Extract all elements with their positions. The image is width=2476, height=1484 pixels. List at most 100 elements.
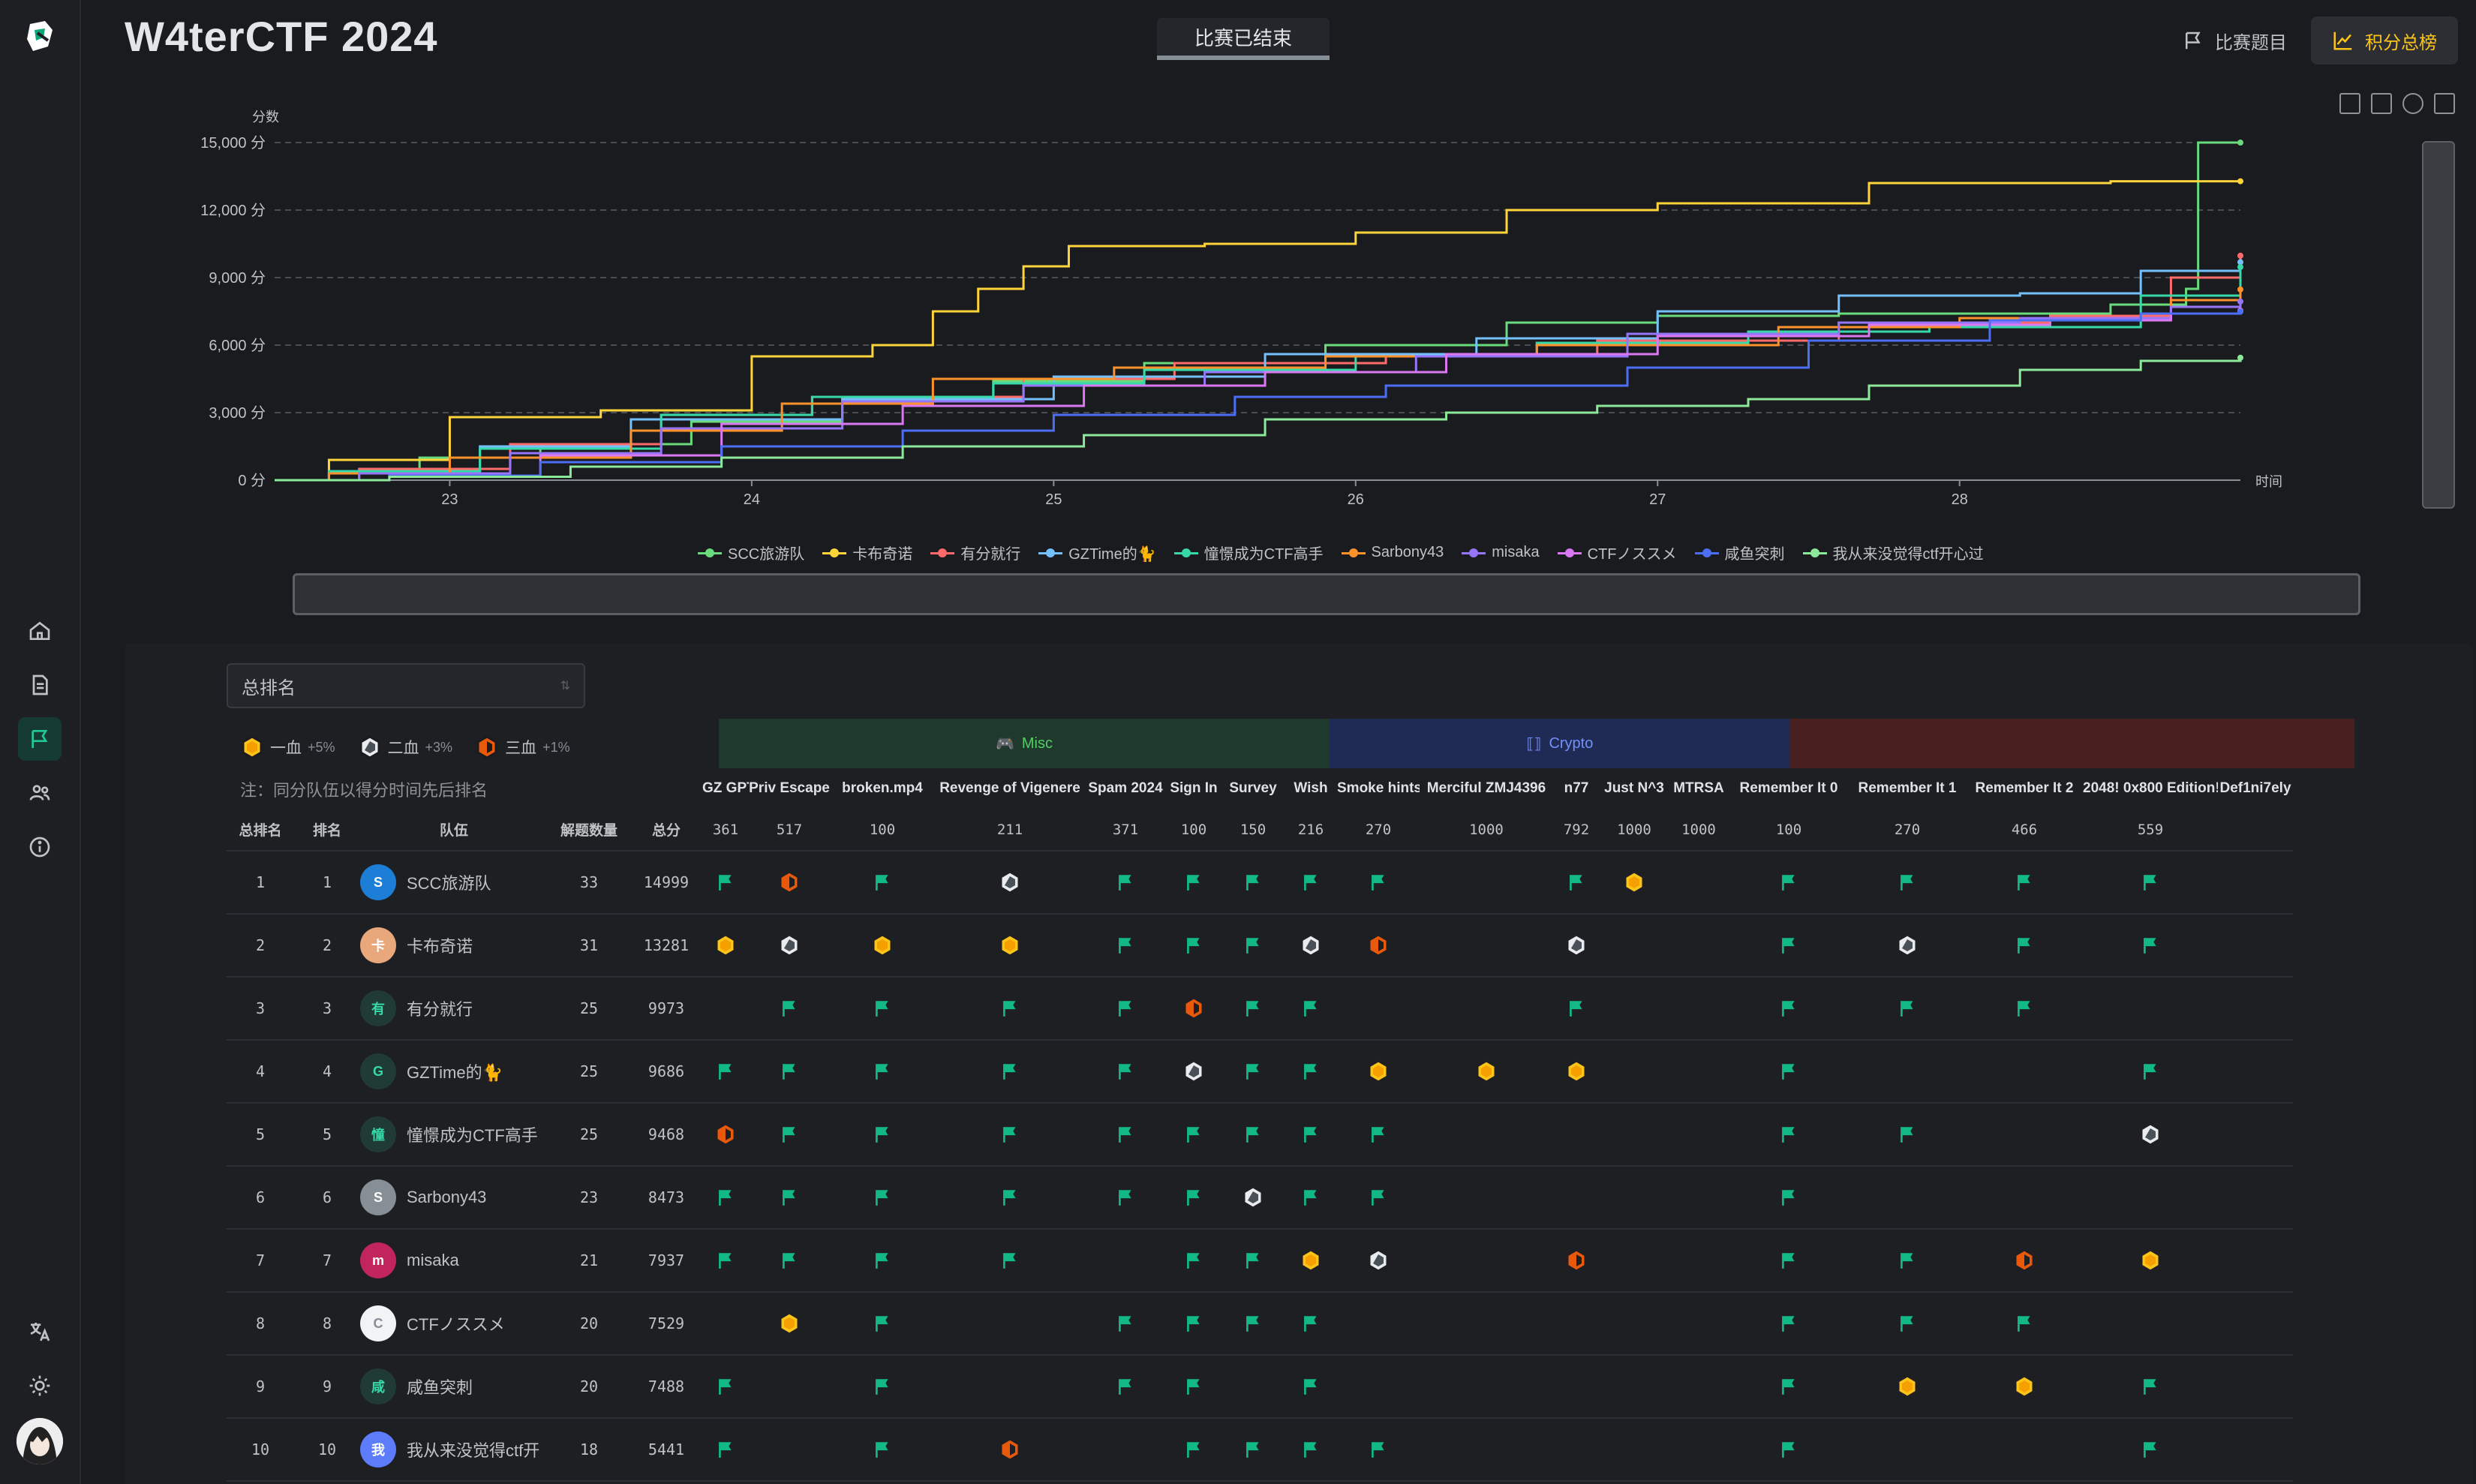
legend-item[interactable]: Sarbony43 xyxy=(1341,542,1444,563)
challenge-name[interactable]: Remember It 0 xyxy=(1739,780,1838,796)
language-icon[interactable] xyxy=(18,1310,62,1353)
first-blood-icon xyxy=(2140,1248,2161,1272)
download-icon[interactable] xyxy=(2434,93,2455,114)
solved-flag-icon xyxy=(1246,1064,1259,1080)
team-cell[interactable]: C CTFノススメ xyxy=(360,1292,548,1356)
home-icon[interactable] xyxy=(18,609,62,653)
solved-flag-icon xyxy=(2144,938,2156,954)
challenge-name[interactable]: Revenge of Vigenere xyxy=(939,780,1080,796)
restore-icon[interactable] xyxy=(2402,93,2423,114)
team-cell[interactable]: 卡卡布奇诺 xyxy=(360,914,548,978)
challenge-cell xyxy=(2083,851,2218,915)
legend-item[interactable]: misaka xyxy=(1462,542,1540,563)
solved-flag-icon xyxy=(719,1064,732,1080)
challenge-score: 100 xyxy=(1729,809,1849,852)
y-tick-label: 9,000 分 xyxy=(209,269,266,287)
team-cell[interactable]: 咸咸鱼突刺 xyxy=(360,1355,548,1419)
team-cell[interactable]: 憧憧憬成为CTF高手 xyxy=(360,1103,548,1167)
legend-item[interactable]: 有分就行 xyxy=(930,542,1020,563)
series-line xyxy=(275,311,2242,482)
game-status-tab[interactable]: 比赛已结束 xyxy=(1157,18,1330,60)
legend-item[interactable]: 憧憬成为CTF高手 xyxy=(1173,542,1324,563)
challenge-name[interactable]: 2048! 0x800 Edition! xyxy=(2083,780,2218,796)
challenge-name[interactable]: Survey xyxy=(1229,780,1277,796)
solved-flag-icon xyxy=(783,1190,795,1206)
challenge-name[interactable]: Spam 2024 xyxy=(1088,780,1163,796)
challenge-cell xyxy=(1285,1166,1337,1230)
notice-icon[interactable] xyxy=(18,663,62,707)
solved-flag-icon xyxy=(1372,1190,1384,1206)
solved-flag-icon xyxy=(1304,1442,1317,1458)
legend-item[interactable]: 卡布奇诺 xyxy=(822,542,912,563)
team-cell[interactable]: G GZTime的🐈 xyxy=(360,1040,548,1104)
rank-division-select[interactable]: 总排名 ⇅ xyxy=(227,663,585,708)
legend-item[interactable]: GZTime的🐈 xyxy=(1038,542,1156,563)
solved-flag-icon xyxy=(1901,1316,1913,1332)
legend-item[interactable]: 咸鱼突刺 xyxy=(1694,542,1785,563)
challenge-cell xyxy=(1600,1292,1669,1356)
challenge-name[interactable]: Def1ni7ely xyxy=(2219,780,2291,796)
challenge-cell xyxy=(1669,1355,1729,1419)
theme-icon[interactable] xyxy=(18,1364,62,1407)
challenge-score: 1000 xyxy=(1600,809,1669,852)
solved-flag-icon xyxy=(1304,1127,1317,1143)
legend-label: 咸鱼突刺 xyxy=(1724,546,1785,563)
legend-item[interactable]: CTFノススメ xyxy=(1557,542,1677,563)
team-cell-inner: G GZTime的🐈 xyxy=(360,1053,548,1089)
legend-label: 憧憬成为CTF高手 xyxy=(1203,546,1324,563)
challenge-cell xyxy=(1729,851,1849,915)
challenges-button[interactable]: 比赛题目 xyxy=(2161,17,2308,65)
challenge-cell xyxy=(1285,1355,1337,1419)
challenge-cell xyxy=(1085,1418,1166,1482)
challenge-name[interactable]: broken.mp4 xyxy=(842,780,923,796)
user-avatar[interactable] xyxy=(17,1418,63,1464)
challenge-name[interactable]: Priv Escape xyxy=(749,780,830,796)
challenge-name[interactable]: Merciful ZMJ4396 xyxy=(1426,780,1546,796)
challenge-name[interactable]: Remember It 2 xyxy=(1975,780,2074,796)
x-zoom-slider[interactable] xyxy=(293,573,2360,615)
challenge-name[interactable]: Just N^3 xyxy=(1604,780,1664,796)
challenge-cell xyxy=(2218,1355,2293,1419)
table-row: 7 7 m misaka 21 7937 xyxy=(227,1229,2293,1293)
challenge-cell xyxy=(1337,1166,1420,1230)
info-icon[interactable] xyxy=(18,825,62,869)
challenge-cell xyxy=(1420,977,1553,1041)
total-score: 5441 xyxy=(630,1418,702,1482)
second-blood-bonus: +3% xyxy=(425,739,453,755)
legend-item[interactable]: 我从来没觉得ctf开心过 xyxy=(1802,542,1984,563)
second-blood-icon xyxy=(999,870,1020,894)
column-spacer xyxy=(360,768,548,809)
y-zoom-slider[interactable] xyxy=(2422,141,2455,509)
flag-icon[interactable] xyxy=(18,717,62,761)
challenge-score: 559 xyxy=(2083,809,2218,852)
challenge-cell xyxy=(1966,1103,2083,1167)
team-cell[interactable]: 有有分就行 xyxy=(360,977,548,1041)
teams-icon[interactable] xyxy=(18,771,62,815)
challenge-name[interactable]: MTRSA xyxy=(1673,780,1724,796)
challenge-cell xyxy=(1729,977,1849,1041)
first-blood-icon xyxy=(1624,870,1645,894)
challenge-cell xyxy=(935,1166,1085,1230)
scoreboard-button[interactable]: 积分总榜 xyxy=(2311,17,2458,65)
solved-flag-icon xyxy=(1187,875,1200,891)
challenge-name[interactable]: GZ GPT xyxy=(702,780,749,796)
challenge-cell xyxy=(2218,914,2293,978)
solved-count: 25 xyxy=(548,977,630,1041)
zoom-select-icon[interactable] xyxy=(2339,93,2360,114)
team-cell[interactable]: m misaka xyxy=(360,1229,548,1293)
challenge-name[interactable]: Remember It 1 xyxy=(1858,780,1957,796)
sidebar xyxy=(0,0,81,1484)
solved-flag-icon xyxy=(1246,875,1259,891)
team-cell[interactable]: 我我从来没觉得ctf开 xyxy=(360,1418,548,1482)
legend-item[interactable]: SCC旅游队 xyxy=(698,542,804,563)
challenge-name[interactable]: Smoke hints xyxy=(1337,780,1420,796)
column-spacer xyxy=(227,768,294,809)
challenge-name[interactable]: Sign In xyxy=(1170,780,1218,796)
logo-icon[interactable] xyxy=(23,18,59,54)
team-cell[interactable]: S SCC旅游队 xyxy=(360,851,548,915)
challenge-name[interactable]: n77 xyxy=(1564,780,1589,796)
zoom-reset-icon[interactable] xyxy=(2371,93,2392,114)
challenge-name[interactable]: Wish xyxy=(1294,780,1328,796)
challenge-cell xyxy=(1420,851,1553,915)
team-cell[interactable]: S Sarbony43 xyxy=(360,1166,548,1230)
